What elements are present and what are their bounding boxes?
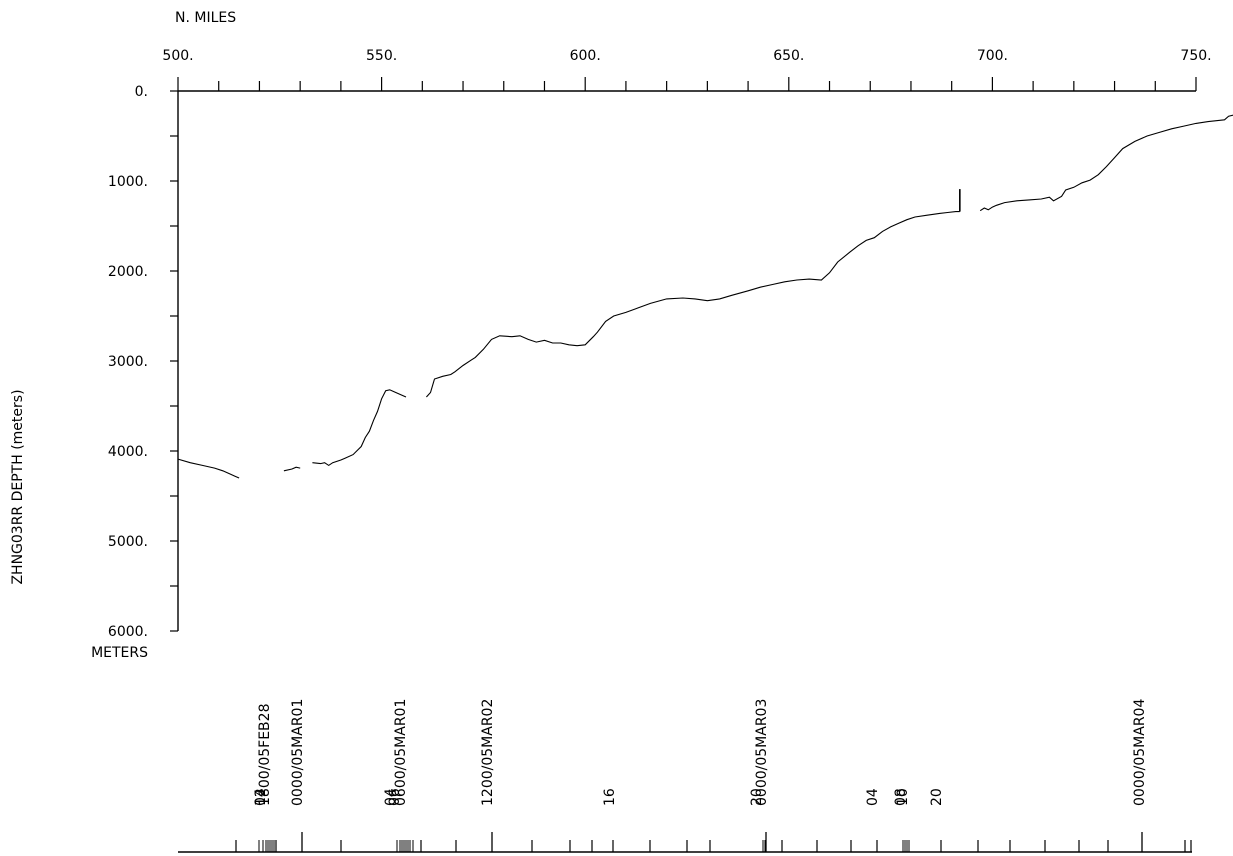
y-axis-label: ZHNG03RR DEPTH (meters) xyxy=(10,389,26,584)
y-units-label: METERS xyxy=(91,645,148,661)
x-tick-label: 700. xyxy=(977,48,1008,64)
date-label: 04 xyxy=(383,788,399,806)
y-tick-label: 1000. xyxy=(108,174,148,190)
depth-line-segment xyxy=(177,458,240,479)
date-label: 04 xyxy=(865,788,881,806)
date-label: 0000/05MAR04 xyxy=(1132,699,1148,806)
date-label: 10 xyxy=(895,788,911,806)
y-tick-label: 0. xyxy=(135,84,148,100)
date-label: 12 xyxy=(253,788,269,806)
depth-line-segment xyxy=(312,389,407,467)
y-tick-label: 3000. xyxy=(108,354,148,370)
time-axis xyxy=(178,832,1192,853)
y-tick-label: 2000. xyxy=(108,264,148,280)
date-label: 0000/05MAR01 xyxy=(290,699,306,806)
date-label: 20 xyxy=(749,788,765,806)
date-label: 04 xyxy=(253,788,269,806)
time-annotation-labels: 04 12 1800/05FEB28 0000/05MAR01 04 06 06… xyxy=(253,699,1148,806)
depth-line-segment xyxy=(979,114,1233,212)
date-label: 06 xyxy=(387,788,403,806)
depth-line-segment xyxy=(283,466,301,472)
x-tick-label: 600. xyxy=(570,48,601,64)
x-tick-label: 500. xyxy=(162,48,193,64)
date-label: 1800/05FEB28 xyxy=(257,704,273,806)
y-tick-label: 6000. xyxy=(108,624,148,640)
date-label: 0600/05MAR01 xyxy=(393,699,409,806)
date-label: 0000/05MAR03 xyxy=(754,699,770,806)
x-tick-label: 650. xyxy=(773,48,804,64)
top-axis-label: N. MILES xyxy=(175,10,236,26)
y-tick-label: 4000. xyxy=(108,444,148,460)
y-tick-label: 5000. xyxy=(108,534,148,550)
date-label: 16 xyxy=(602,788,618,806)
date-label: 1200/05MAR02 xyxy=(480,699,496,806)
date-label: 08 xyxy=(893,788,909,806)
date-label: 20 xyxy=(929,788,945,806)
x-tick-label: 550. xyxy=(366,48,397,64)
x-tick-label: 750. xyxy=(1180,48,1211,64)
depth-line-segment xyxy=(425,211,960,398)
